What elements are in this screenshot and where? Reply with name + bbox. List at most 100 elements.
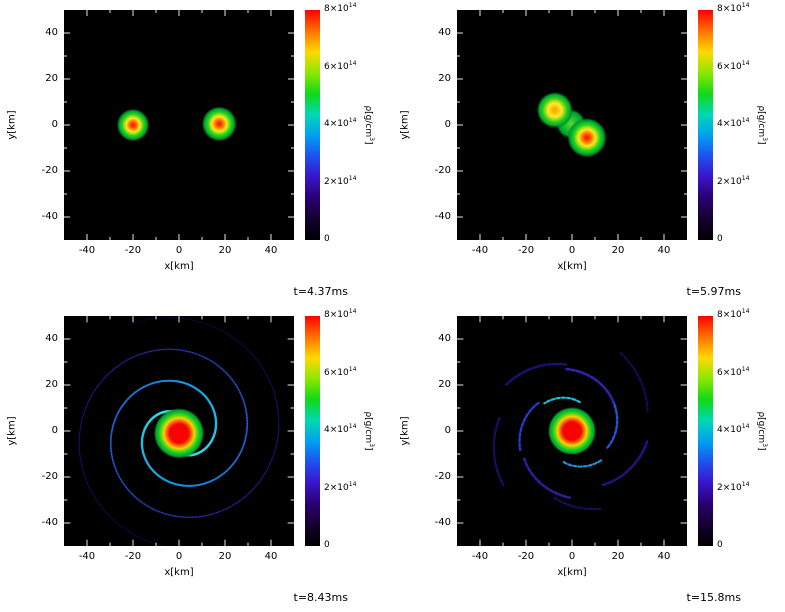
density-canvas — [64, 316, 294, 546]
x-tick-label: 20 — [611, 551, 625, 562]
x-tick-label: -20 — [517, 245, 535, 256]
density-canvas — [457, 316, 687, 546]
x-tick-label: 40 — [657, 245, 671, 256]
y-tick-label: -20 — [434, 165, 451, 176]
y-tick-label: 20 — [438, 379, 451, 390]
x-tick-label: 0 — [568, 245, 576, 256]
colorbar-tick-label: 2×1014 — [324, 480, 357, 493]
colorbar-tick-label: 4×1014 — [324, 117, 357, 129]
exponent: 14 — [741, 59, 750, 67]
colorbar-tick-label: 4×1014 — [717, 423, 750, 435]
y-tick-label: -40 — [434, 211, 451, 222]
colorbar — [305, 316, 320, 546]
x-axis-label: x[km] — [557, 261, 587, 272]
colorbar-tick-label: 8×1014 — [717, 2, 750, 14]
x-axis-label: x[km] — [164, 567, 194, 578]
simulation-panel-3: y[km] x[km] ρ[g/cm3] t=8.43ms -40 -20 0 20 4… — [0, 306, 392, 612]
simulation-panel-2: y[km] x[km] ρ[g/cm3] t=5.97ms -40 -20 0 20 4… — [393, 0, 785, 306]
colorbar-tick-label: 6×1014 — [324, 59, 357, 72]
colorbar-tick-label: 8×1014 — [324, 2, 357, 14]
colorbar — [698, 10, 713, 240]
y-tick-label: -20 — [41, 471, 58, 482]
x-tick-label: -40 — [78, 245, 96, 256]
x-tick-label: -40 — [471, 245, 489, 256]
exponent: 3 — [761, 443, 768, 448]
colorbar-label: ρ[g/cm3] — [756, 105, 768, 145]
y-tick-label: -40 — [41, 211, 58, 222]
exponent: 14 — [741, 423, 750, 430]
exponent: 14 — [741, 308, 750, 315]
x-axis-label: x[km] — [557, 567, 587, 578]
y-tick-label: -20 — [434, 471, 451, 482]
exponent: 14 — [348, 117, 357, 124]
density-plot — [64, 316, 294, 546]
colorbar-tick-label: 8×1014 — [324, 308, 357, 320]
x-tick-label: -20 — [124, 551, 142, 562]
exponent: 14 — [741, 174, 750, 182]
x-tick-label: 0 — [568, 551, 576, 562]
colorbar-tick-label: 0 — [717, 234, 723, 244]
x-tick-label: 20 — [218, 551, 232, 562]
colorbar-label: ρ[g/cm3] — [363, 411, 375, 451]
timestamp-label: t=15.8ms — [686, 591, 741, 604]
colorbar-tick-label: 8×1014 — [717, 308, 750, 320]
exponent: 3 — [761, 137, 768, 142]
density-canvas — [457, 10, 687, 240]
y-axis-label: y[km] — [6, 110, 18, 140]
colorbar-tick-label: 2×1014 — [717, 480, 750, 493]
exponent: 3 — [368, 443, 375, 448]
colorbar-label: ρ[g/cm3] — [756, 411, 768, 451]
x-tick-label: 40 — [264, 551, 278, 562]
colorbar-tick-label: 4×1014 — [717, 117, 750, 129]
x-tick-label: 0 — [175, 551, 183, 562]
density-plot — [457, 316, 687, 546]
y-tick-label: -40 — [41, 517, 58, 528]
y-axis-label: y[km] — [6, 416, 18, 446]
timestamp-label: t=8.43ms — [293, 591, 348, 604]
y-axis-label: y[km] — [399, 416, 411, 446]
exponent: 14 — [741, 365, 750, 373]
colorbar-tick-label: 0 — [324, 540, 330, 550]
exponent: 14 — [348, 365, 357, 373]
exponent: 14 — [348, 308, 357, 315]
exponent: 14 — [741, 117, 750, 124]
colorbar-tick-label: 6×1014 — [324, 365, 357, 378]
y-tick-label: 20 — [45, 379, 58, 390]
x-tick-label: -20 — [124, 245, 142, 256]
x-tick-label: 40 — [657, 551, 671, 562]
x-tick-label: 20 — [218, 245, 232, 256]
y-tick-label: 0 — [444, 119, 451, 130]
x-tick-label: -40 — [471, 551, 489, 562]
density-plot — [457, 10, 687, 240]
y-tick-label: 40 — [45, 27, 58, 38]
exponent: 14 — [348, 59, 357, 67]
exponent: 14 — [348, 2, 357, 9]
x-axis-label: x[km] — [164, 261, 194, 272]
colorbar-tick-label: 2×1014 — [717, 174, 750, 187]
simulation-panel-1: y[km] x[km] ρ[g/cm3] t=4.37ms -40 -20 0 20 4… — [0, 0, 392, 306]
y-tick-label: 0 — [51, 425, 58, 436]
simulation-panel-4: y[km] x[km] ρ[g/cm3] t=15.8ms -40 -20 0 20 4… — [393, 306, 785, 612]
colorbar-tick-label: 6×1014 — [717, 365, 750, 378]
colorbar-tick-label: 2×1014 — [324, 174, 357, 187]
exponent: 14 — [741, 2, 750, 9]
exponent: 3 — [368, 137, 375, 142]
colorbar-tick-label: 0 — [324, 234, 330, 244]
colorbar — [698, 316, 713, 546]
exponent: 14 — [741, 480, 750, 488]
exponent: 14 — [348, 174, 357, 182]
colorbar-tick-label: 0 — [717, 540, 723, 550]
y-tick-label: 20 — [438, 73, 451, 84]
density-canvas — [64, 10, 294, 240]
y-tick-label: -20 — [41, 165, 58, 176]
timestamp-label: t=4.37ms — [293, 285, 348, 298]
y-tick-label: 20 — [45, 73, 58, 84]
exponent: 14 — [348, 423, 357, 430]
x-tick-label: 20 — [611, 245, 625, 256]
y-tick-label: 40 — [45, 333, 58, 344]
y-tick-label: -40 — [434, 517, 451, 528]
density-plot — [64, 10, 294, 240]
colorbar — [305, 10, 320, 240]
x-tick-label: -40 — [78, 551, 96, 562]
